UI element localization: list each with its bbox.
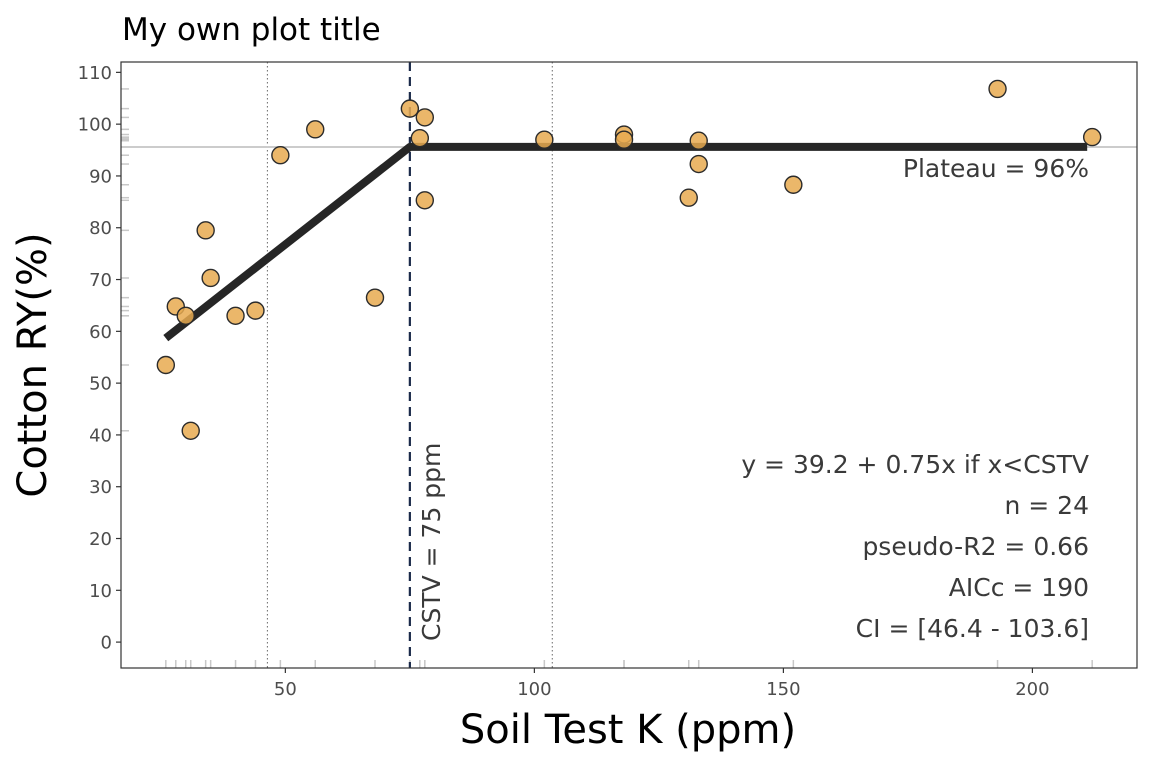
data-point xyxy=(365,288,385,307)
data-point xyxy=(689,154,708,174)
data-point xyxy=(271,146,290,165)
data-point xyxy=(415,108,435,127)
stats-line: n = 24 xyxy=(1005,491,1090,520)
y-axis: 0 10 20 30 40 50 60 70 80 90 100 110 xyxy=(78,63,121,654)
stats-line: pseudo-R2 = 0.66 xyxy=(862,532,1089,561)
data-point xyxy=(156,355,176,375)
data-point xyxy=(226,306,245,325)
x-tick-label: 50 xyxy=(274,679,297,700)
chart-title: My own plot title xyxy=(122,12,381,48)
x-axis: 50 100 150 200 xyxy=(274,668,1050,700)
y-tick-label: 0 xyxy=(101,633,112,654)
rug-layer xyxy=(121,88,1093,668)
data-point xyxy=(410,128,430,148)
data-points xyxy=(156,79,1102,440)
data-point xyxy=(535,130,554,149)
y-tick-label: 10 xyxy=(89,581,112,602)
ci-lines xyxy=(266,62,553,668)
data-point xyxy=(201,268,220,288)
y-tick-label: 20 xyxy=(89,529,112,550)
data-point xyxy=(176,306,195,325)
data-point xyxy=(196,221,215,240)
plateau-label: Plateau = 96% xyxy=(903,154,1089,183)
data-point xyxy=(784,175,803,194)
y-tick-label: 110 xyxy=(78,63,112,84)
stats-line: AICc = 190 xyxy=(949,573,1089,602)
y-tick-label: 90 xyxy=(89,166,112,187)
data-point xyxy=(306,120,325,139)
data-point xyxy=(181,421,200,440)
stats-annotation: y = 39.2 + 0.75x if x<CSTV n = 24 pseudo-R… xyxy=(741,450,1089,643)
y-tick-label: 80 xyxy=(89,218,112,239)
data-point xyxy=(679,188,698,207)
x-tick-label: 200 xyxy=(1015,679,1049,700)
y-tick-label: 70 xyxy=(89,270,112,291)
data-point xyxy=(614,130,634,149)
x-tick-label: 150 xyxy=(766,679,800,700)
x-tick-label: 100 xyxy=(517,679,551,700)
data-point xyxy=(689,131,708,150)
data-point xyxy=(415,191,435,210)
panel-border xyxy=(120,61,1138,669)
data-point xyxy=(246,301,265,320)
x-axis-title: Soil Test K (ppm) xyxy=(460,707,796,753)
data-point xyxy=(400,99,420,118)
y-tick-label: 50 xyxy=(89,374,112,395)
y-tick-label: 100 xyxy=(78,115,112,136)
stats-line: y = 39.2 + 0.75x if x<CSTV xyxy=(741,450,1089,479)
fit-line xyxy=(163,142,1088,342)
data-point xyxy=(1082,127,1102,147)
fit-line-layer xyxy=(163,142,1088,342)
y-tick-label: 30 xyxy=(89,477,112,498)
y-tick-label: 60 xyxy=(89,322,112,343)
y-tick-label: 40 xyxy=(89,425,112,446)
stats-line: CI = [46.4 - 103.6] xyxy=(856,614,1089,643)
data-point xyxy=(988,79,1007,99)
cstv-label: CSTV = 75 ppm xyxy=(417,443,446,641)
y-axis-title: Cotton RY(%) xyxy=(10,232,56,497)
